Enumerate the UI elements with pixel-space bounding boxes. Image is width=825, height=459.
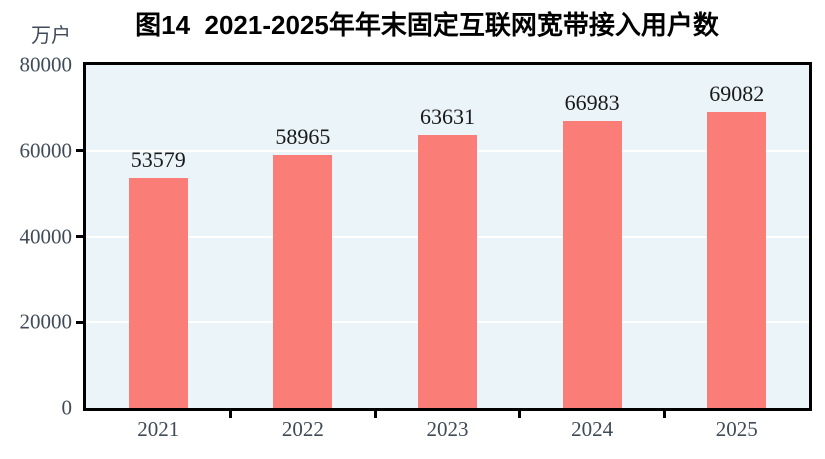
y-axis-tick [76, 149, 83, 153]
x-axis-tick [518, 411, 522, 418]
y-axis-tick [76, 320, 83, 324]
plot-area: 53579 58965 63631 66983 69082 [83, 62, 812, 411]
x-axis-tick [662, 411, 666, 418]
y-axis-tick-label: 40000 [19, 224, 73, 248]
y-axis-tick-label: 80000 [19, 52, 73, 77]
bar-2024 [562, 120, 622, 408]
x-axis-tick [229, 411, 233, 418]
y-axis-tick-label: 0 [61, 395, 73, 420]
data-label: 63631 [420, 104, 475, 130]
data-label: 66983 [564, 89, 620, 115]
x-axis-tick-label: 2023 [426, 417, 469, 441]
chart-title: 图14 2021-2025年年末固定互联网宽带接入用户数 [135, 10, 719, 40]
data-label: 69082 [709, 80, 765, 106]
data-label: 53579 [130, 147, 186, 173]
x-axis-tick-label: 2021 [137, 417, 180, 441]
x-axis-tick [373, 411, 377, 418]
x-axis-tick-label: 2022 [281, 417, 324, 441]
x-axis-tick-label: 2025 [715, 417, 758, 441]
y-axis-tick-label: 20000 [19, 309, 73, 334]
x-axis-tick-label: 2024 [571, 417, 614, 441]
data-label: 58965 [275, 124, 331, 150]
bar-2025 [707, 111, 767, 408]
y-axis-tick [76, 235, 83, 238]
bar-2023 [418, 135, 477, 408]
y-axis-unit-label: 万户 [31, 25, 71, 47]
bar-2022 [273, 155, 333, 408]
bar-2021 [128, 178, 188, 408]
y-axis-tick-label: 60000 [19, 138, 73, 163]
